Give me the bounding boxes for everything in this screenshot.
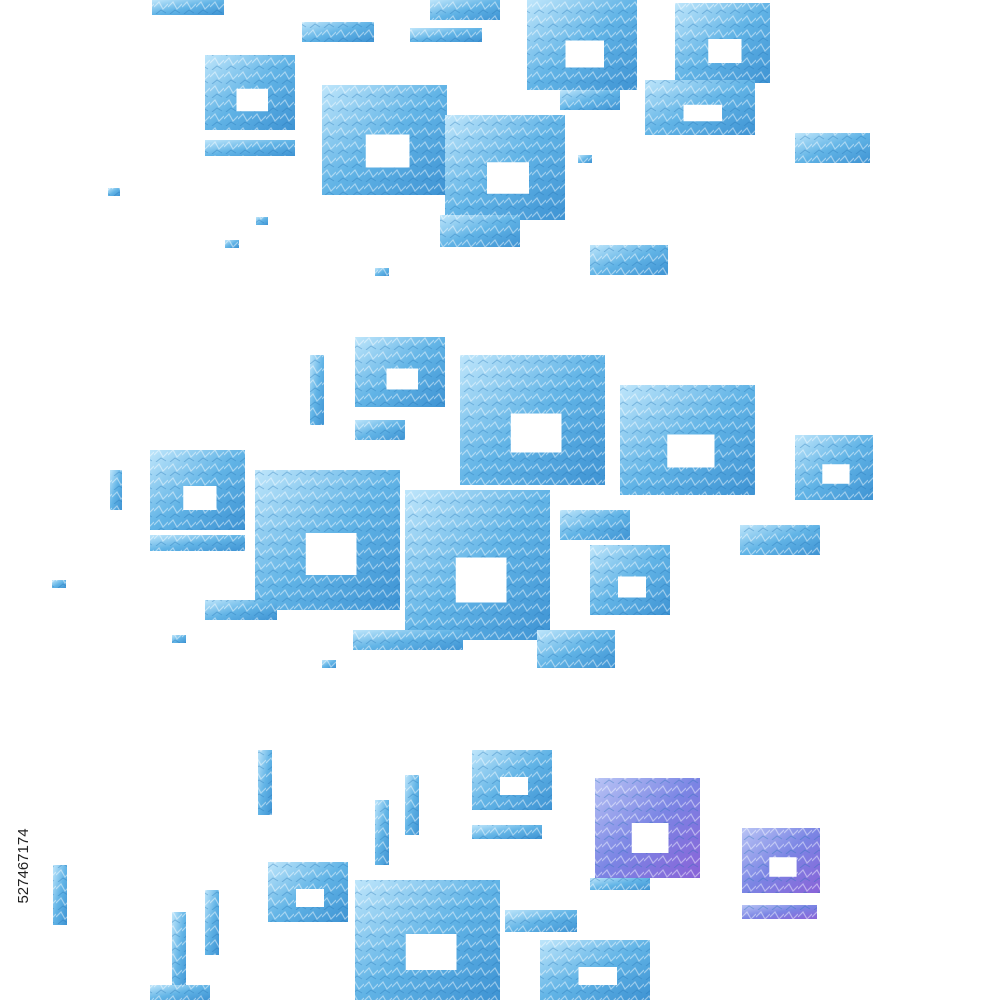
block-gap [487, 162, 529, 194]
glass-block [205, 140, 295, 156]
glass-block [560, 510, 630, 540]
glass-blocks [52, 0, 873, 1000]
block-gap [510, 413, 562, 453]
block-gap [708, 39, 742, 63]
glass-block [150, 535, 245, 551]
glass-block [302, 22, 374, 42]
glass-block [795, 133, 870, 163]
block-gap [305, 533, 357, 575]
glass-block [205, 600, 277, 620]
glass-block [505, 910, 577, 932]
block-gap [386, 368, 418, 390]
glass-block [560, 90, 620, 110]
glass-block [256, 217, 268, 225]
glass-block [578, 155, 592, 163]
glass-block [355, 420, 405, 440]
stock-id: 527467174 [15, 828, 32, 903]
block-gap [296, 889, 324, 907]
block-gap [455, 557, 507, 603]
block-gap [631, 823, 669, 853]
glass-block [322, 660, 336, 668]
glass-block [172, 912, 186, 1000]
block-gap [236, 88, 268, 112]
glass-block [108, 188, 120, 196]
block-gap [822, 464, 850, 484]
glass-block [225, 240, 239, 248]
glass-block [52, 580, 66, 588]
glass-block [150, 985, 210, 1000]
block-gap [769, 857, 797, 877]
block-gap [183, 486, 217, 510]
glass-block [440, 215, 520, 247]
block-gap [500, 777, 528, 795]
block-gap [683, 104, 722, 122]
glass-block [258, 750, 272, 815]
glass-block [472, 825, 542, 839]
glass-block [310, 355, 324, 425]
glass-block [53, 865, 67, 925]
block-gap [667, 434, 715, 468]
block-gap [565, 40, 604, 68]
glass-block [410, 28, 482, 42]
glass-block [375, 800, 389, 865]
glass-block [353, 630, 463, 650]
block-gap [618, 576, 646, 598]
glass-block [430, 0, 500, 20]
glass-block [375, 268, 389, 276]
glass-block [590, 245, 668, 275]
glass-block [742, 905, 817, 919]
glass-block [740, 525, 820, 555]
glass-block [172, 635, 186, 643]
block-gap [405, 934, 457, 970]
glass-block [110, 470, 122, 510]
block-gap [365, 134, 410, 168]
glass-block [537, 630, 615, 668]
glass-block [590, 878, 650, 890]
block-gap [578, 967, 617, 985]
glass-block [405, 775, 419, 835]
glass-block [205, 890, 219, 955]
glass-block [152, 0, 224, 15]
